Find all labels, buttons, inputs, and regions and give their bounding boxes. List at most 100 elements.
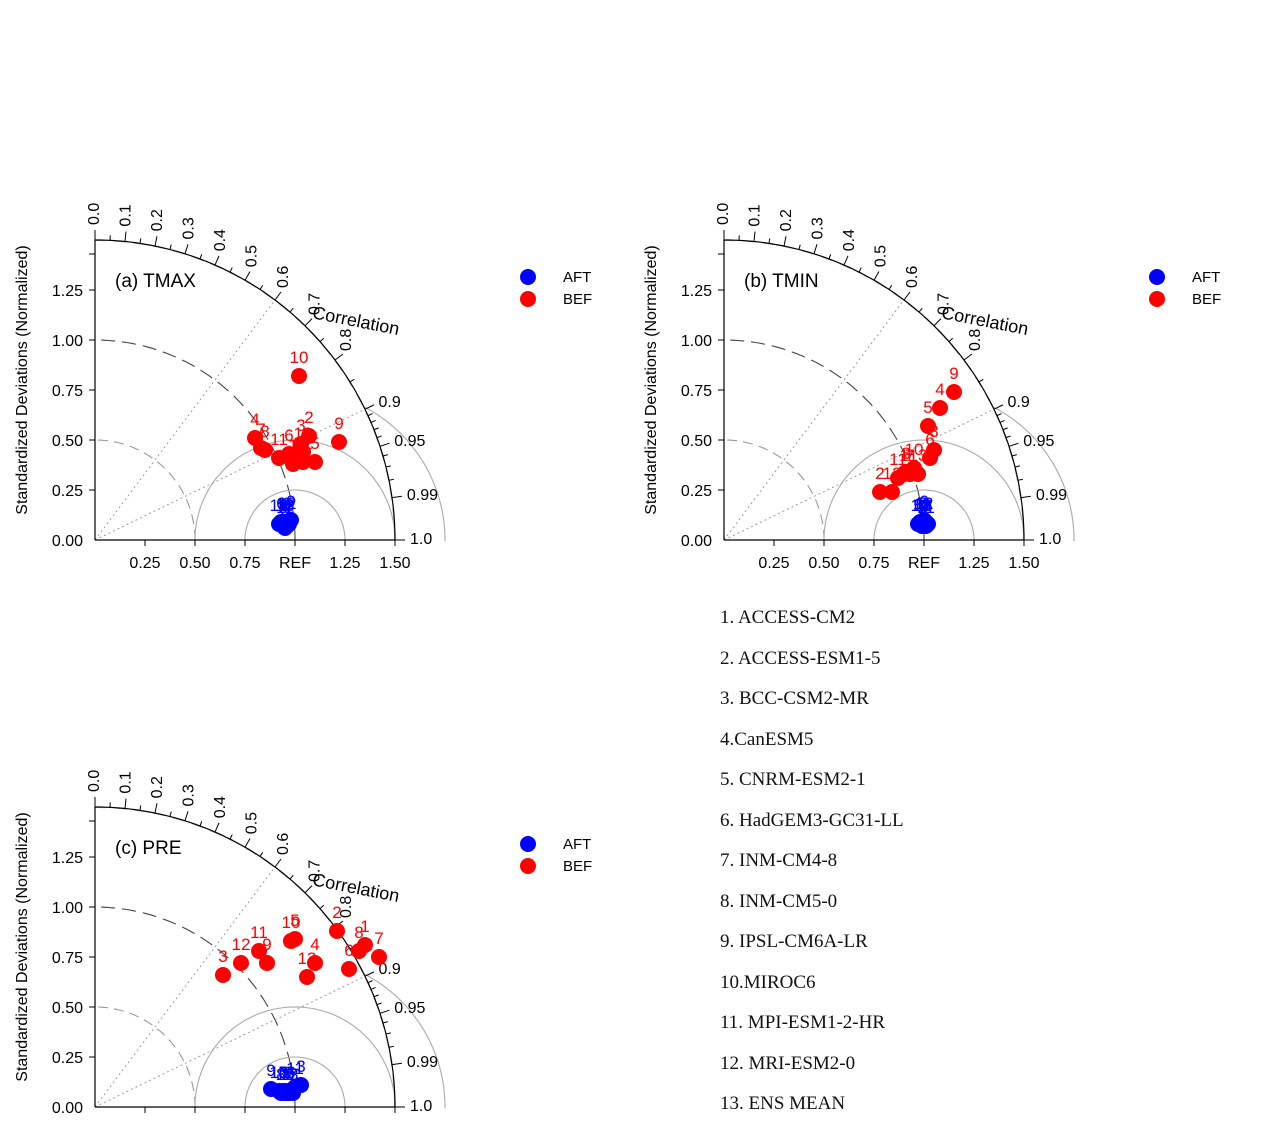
- legend-label-aft: AFT: [563, 269, 591, 286]
- std-arc-0.5: [724, 440, 824, 540]
- corr-major-tick: [245, 272, 250, 281]
- corr-tick-label: 0.99: [407, 487, 438, 504]
- data-point-label-12: 12: [883, 464, 902, 483]
- corr-tick-label: 1.0: [1039, 531, 1061, 548]
- corr-minor-tick: [371, 420, 376, 422]
- corr-tick-label: 0.1: [118, 204, 135, 226]
- corr-tick-label: 0.6: [275, 833, 292, 855]
- y-tick-label: 0.50: [52, 1000, 83, 1017]
- data-point-label-10: 10: [290, 348, 309, 367]
- data-point-label-8: 8: [260, 422, 269, 441]
- corr-tick-label: 0.3: [181, 784, 198, 806]
- rms-arc-0.75: [992, 406, 1074, 541]
- corr-major-tick: [245, 839, 250, 848]
- data-point-label-4: 4: [935, 380, 944, 399]
- corr-minor-tick: [140, 238, 141, 243]
- correlation-axis-label: Correlation: [311, 869, 401, 906]
- corr-minor-tick: [320, 905, 324, 908]
- x-tick-label: 0.50: [179, 555, 210, 572]
- corr-tick-label: 0.95: [394, 433, 425, 450]
- x-tick-label: 1.25: [329, 555, 360, 572]
- data-point-label-7: 7: [374, 929, 383, 948]
- corr-major-tick: [185, 244, 188, 254]
- corr-tick-label: 0.2: [149, 209, 166, 231]
- corr-minor-tick: [889, 285, 892, 289]
- data-point-10: [291, 368, 307, 384]
- corr-major-tick: [155, 803, 157, 813]
- legend-marker-aft: [520, 836, 536, 852]
- corr-major-tick: [994, 405, 1003, 409]
- corr-tick-label: 0.5: [244, 245, 261, 267]
- model-item-13: 13. ENS MEAN: [720, 1084, 904, 1125]
- y-tick-label: 0.25: [681, 483, 712, 500]
- data-point-2: [329, 923, 345, 939]
- corr-minor-tick: [1000, 420, 1005, 422]
- corr-major-tick: [380, 1010, 390, 1013]
- x-tick-label: 0.75: [229, 555, 260, 572]
- model-item-8: 8. INM-CM5-0: [720, 882, 904, 923]
- y-tick-label: 1.00: [52, 333, 83, 350]
- corr-minor-tick: [200, 821, 202, 826]
- legend-label-aft: AFT: [1192, 269, 1220, 286]
- corr-major-tick: [275, 292, 281, 300]
- legend-marker-bef: [1149, 291, 1165, 307]
- corr-major-tick: [1021, 496, 1031, 497]
- corr-major-tick: [335, 354, 343, 360]
- y-axis-label: Standardized Deviations (Normalized): [14, 245, 31, 514]
- std-arc-0.5: [95, 1007, 195, 1107]
- corr-minor-tick: [386, 466, 391, 467]
- corr-minor-tick: [1006, 436, 1011, 438]
- y-tick-label: 0.75: [52, 950, 83, 967]
- data-point-label-2: 2: [332, 903, 341, 922]
- data-point-label-12: 12: [232, 935, 251, 954]
- corr-tick-label: 0.2: [149, 776, 166, 798]
- legend-marker-aft: [520, 269, 536, 285]
- model-item-3: 3. BCC-CSM2-MR: [720, 679, 904, 720]
- correlation-axis-label: Correlation: [940, 302, 1030, 339]
- corr-minor-tick: [170, 245, 171, 250]
- data-point-label-13: 13: [913, 496, 932, 515]
- y-tick-label: 1.00: [52, 900, 83, 917]
- corr-ray-0.9: [95, 976, 365, 1107]
- corr-major-tick: [392, 1063, 402, 1064]
- y-tick-label: 0.75: [52, 383, 83, 400]
- y-tick-label: 0.50: [681, 433, 712, 450]
- corr-major-tick: [874, 272, 879, 281]
- corr-minor-tick: [799, 245, 800, 250]
- data-point-label-3: 3: [218, 947, 227, 966]
- corr-tick-label: 0.4: [212, 796, 229, 818]
- y-tick-label: 0.25: [52, 483, 83, 500]
- data-point-label-8: 8: [354, 923, 363, 942]
- corr-minor-tick: [389, 1046, 394, 1047]
- corr-tick-label: 0.3: [181, 217, 198, 239]
- data-point-12: [884, 484, 900, 500]
- corr-major-tick: [125, 799, 126, 809]
- corr-minor-tick: [829, 254, 831, 259]
- y-tick-label: 1.25: [52, 850, 83, 867]
- data-point-label-9: 9: [334, 414, 343, 433]
- corr-minor-tick: [377, 1003, 382, 1005]
- data-point-label-10: 10: [282, 913, 301, 932]
- corr-tick-label: 0.8: [967, 329, 984, 351]
- corr-tick-label: 0.5: [244, 812, 261, 834]
- data-point-label-9: 9: [949, 364, 958, 383]
- corr-major-tick: [814, 244, 817, 254]
- panel-title: (b) TMIN: [744, 271, 819, 292]
- corr-minor-tick: [230, 835, 232, 839]
- corr-minor-tick: [290, 875, 293, 879]
- corr-tick-label: 0.8: [338, 329, 355, 351]
- corr-minor-tick: [371, 987, 376, 989]
- corr-minor-tick: [374, 995, 379, 997]
- legend-label-aft: AFT: [563, 836, 591, 853]
- y-tick-label-zero: 0.00: [52, 533, 83, 550]
- x-tick-label: 0.50: [808, 555, 839, 572]
- corr-tick-label: 0.6: [904, 266, 921, 288]
- corr-tick-label: 0.95: [1023, 433, 1054, 450]
- data-point-13: [299, 969, 315, 985]
- model-item-6: 6. HadGEM3-GC31-LL: [720, 801, 904, 842]
- corr-minor-tick: [979, 379, 983, 382]
- corr-major-tick: [365, 972, 374, 976]
